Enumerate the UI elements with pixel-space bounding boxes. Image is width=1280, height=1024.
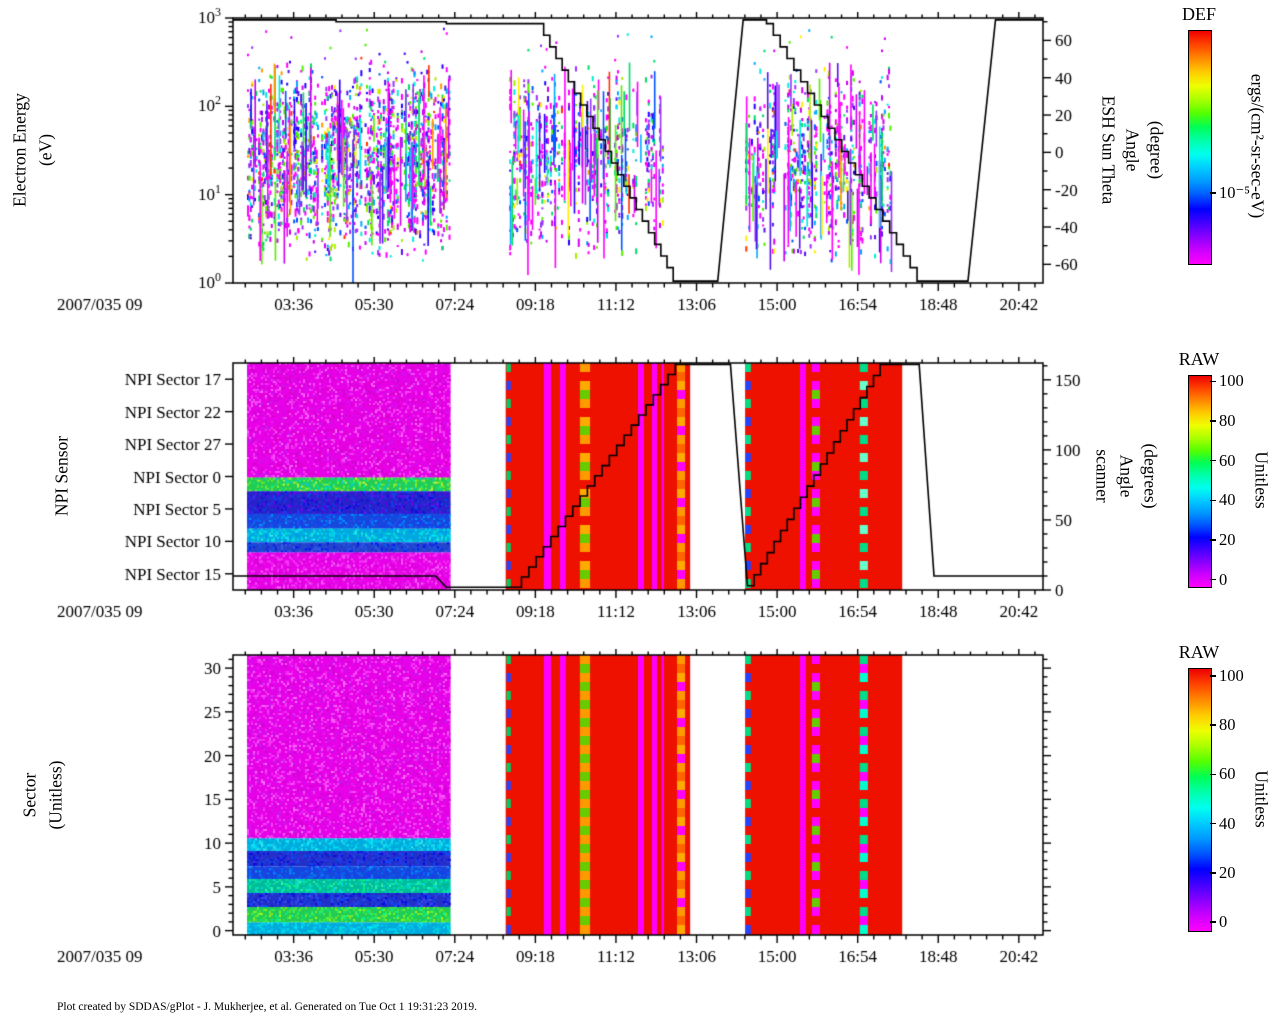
colorbar-tick-label: 100: [1219, 371, 1244, 391]
y2-axis-title-scanner-angle: Angle: [1116, 454, 1137, 498]
y2-axis-title-angle: Angle: [1122, 128, 1143, 172]
colorbar-tick-label: 0: [1219, 569, 1228, 589]
colorbar-tick-mark: [1210, 675, 1216, 677]
y2-axis-title-scanner: scanner: [1092, 449, 1113, 503]
colorbar-tick-mark: [1210, 724, 1216, 726]
colorbar-tick-label: 80: [1219, 715, 1236, 735]
y-axis-title-electron-energy-units: (eV): [35, 133, 56, 167]
colorbar-tick-label: 60: [1219, 764, 1236, 784]
footer-credit: Plot created by SDDAS/gPlot - J. Mukherj…: [57, 1001, 478, 1013]
y-axis-title-sector-units: (Unitless): [45, 760, 66, 830]
colorbar-tick-label: 10⁻⁵: [1219, 183, 1250, 203]
colorbar-tick-mark: [1210, 459, 1216, 462]
colorbar-tick-mark: [1210, 773, 1216, 776]
colorbar-tick-mark: [1210, 578, 1216, 581]
colorbar-def-gradient: [1188, 30, 1212, 265]
colorbar-raw-mid-title: RAW: [1178, 349, 1220, 369]
y2-axis-title-degree-units: (degree): [1146, 120, 1167, 180]
colorbar-tick-mark: [1210, 822, 1216, 825]
colorbar-tick-label: 100: [1219, 665, 1244, 685]
colorbar-tick-label: 20: [1219, 862, 1236, 882]
y-axis-title-npi-sensor: NPI Sensor: [51, 435, 72, 517]
colorbar-raw-mid-gradient: [1188, 375, 1212, 588]
colorbar-tick-mark: [1210, 872, 1216, 874]
y2-axis-title-esh-sun-theta: ESH Sun Theta: [1098, 95, 1119, 205]
colorbar-tick-label: 40: [1219, 813, 1236, 833]
colorbar-tick-mark: [1210, 420, 1216, 422]
y-axis-title-sector: Sector: [19, 772, 40, 818]
colorbar-tick-mark: [1210, 192, 1216, 194]
colorbar-tick-mark: [1210, 921, 1216, 923]
colorbar-raw-bot-gradient: [1188, 668, 1212, 932]
colorbar-def-title: DEF: [1181, 4, 1217, 24]
colorbar-tick-label: 60: [1219, 450, 1236, 470]
colorbar-raw-mid-units: Unitless: [1251, 451, 1272, 509]
colorbar-raw-bot-title: RAW: [1178, 642, 1220, 662]
colorbar-tick-label: 80: [1219, 410, 1236, 430]
colorbar-tick-mark: [1210, 539, 1216, 541]
y-axis-title-electron-energy: Electron Energy: [9, 93, 30, 207]
colorbar-tick-label: 0: [1219, 912, 1228, 932]
colorbar-tick-mark: [1210, 380, 1216, 383]
colorbar-tick-mark: [1210, 499, 1216, 502]
colorbar-tick-label: 20: [1219, 530, 1236, 549]
y2-axis-title-degrees-units: (degrees): [1140, 443, 1161, 509]
colorbar-raw-bot-units: Unitless: [1251, 770, 1272, 828]
colorbar-tick-label: 40: [1219, 490, 1236, 510]
